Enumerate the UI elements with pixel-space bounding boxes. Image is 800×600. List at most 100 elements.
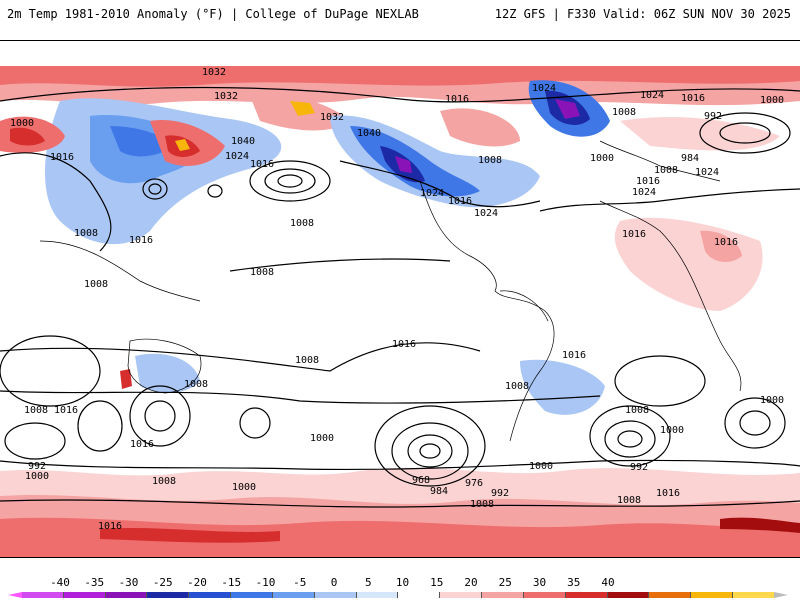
isobar-label: 1016: [98, 521, 122, 532]
colorbar-swatch: [523, 592, 566, 598]
colorbar-tick-label: 20: [464, 576, 478, 589]
isobar-label: 1008: [152, 476, 176, 487]
chart-header: 2m Temp 1981-2010 Anomaly (°F) | College…: [0, 0, 800, 30]
colorbar-swatch: [398, 592, 441, 598]
isobar-label: 1008: [184, 379, 208, 390]
colorbar-swatch: [565, 592, 608, 598]
colorbar-low-arrow: [8, 592, 22, 598]
colorbar-legend: -40 -35 -30 -25 -20 -15 -10 -5 0 5 10 15 20 25 30 35 40: [0, 570, 800, 600]
isobar-label: 992: [704, 111, 722, 122]
isobar-label: 1008: [612, 107, 636, 118]
isobar-label: 1008: [250, 267, 274, 278]
colorbar-swatch: [691, 592, 734, 598]
isobar-label: 984: [681, 153, 699, 164]
isobar-label: 1024: [640, 90, 664, 101]
isobar-label: 1024: [532, 83, 556, 94]
isobar-label: 1016: [636, 176, 660, 187]
isobar-label: 1008: [654, 165, 678, 176]
isobar-label: 1040: [357, 128, 381, 139]
isobar-label: 1024: [695, 167, 719, 178]
isobar-label: 1024: [632, 187, 656, 198]
colorbar-swatch: [649, 592, 692, 598]
isobar-label: 1008: [74, 228, 98, 239]
isobar-label: 1000: [25, 471, 49, 482]
colorbar-tick-label: 25: [498, 576, 512, 589]
colorbar-swatch: [105, 592, 148, 598]
isobar-label: 1032: [202, 67, 226, 78]
isobar-label: 1000: [232, 482, 256, 493]
isobar-label: 992: [491, 488, 509, 499]
colorbar-swatch: [482, 592, 524, 598]
isobar-label: 1008: [625, 405, 649, 416]
isobar-label: 1000: [660, 425, 684, 436]
isobar-label: 1008: [24, 405, 48, 416]
coastlines: [39, 140, 742, 442]
colorbar-tick-label: 5: [364, 576, 372, 589]
colorbar-tick-label: 40: [601, 576, 615, 589]
colorbar-tick-label: 10: [395, 576, 410, 589]
colorbar-swatch: [733, 592, 774, 598]
isobar-label: 1016: [681, 93, 705, 104]
isobar-label: 1000: [529, 461, 553, 472]
colorbar-strip: [22, 592, 774, 598]
colorbar-tick-label: 35: [567, 576, 581, 589]
isobar-label: 1040: [231, 136, 255, 147]
isobar-label: 1016: [445, 94, 469, 105]
isobar-label: 1016: [129, 235, 153, 246]
isobar-label: 1016: [562, 350, 586, 361]
isobars: [0, 86, 800, 508]
colorbar-swatch: [272, 592, 315, 598]
isobar-label: 1016: [656, 488, 680, 499]
isobar-label: 1008: [478, 155, 502, 166]
colorbar-tick-label: -25: [152, 576, 173, 589]
colorbar-swatch: [22, 592, 64, 598]
isobar-label: 1016: [392, 339, 416, 350]
isobar-label: 1016: [714, 237, 738, 248]
isobar-label: 1008: [505, 381, 529, 392]
isobar-label: 1000: [590, 153, 614, 164]
colorbar-swatch: [356, 592, 399, 598]
isobar-label: 992: [28, 461, 46, 472]
colorbar-swatch: [147, 592, 190, 598]
isobar-label: 1024: [474, 208, 498, 219]
colorbar-swatch: [607, 592, 650, 598]
colorbar-tick-label: 0: [330, 576, 338, 589]
colorbar-swatch: [440, 592, 483, 598]
colorbar-swatch: [189, 592, 232, 598]
model-run-info: 12Z GFS | F330 Valid: 06Z SUN NOV 30 202…: [494, 7, 791, 21]
colorbar-tick-label: 15: [430, 576, 444, 589]
isobar-label: 1008: [84, 279, 108, 290]
colorbar-swatch: [63, 592, 106, 598]
isobar-label: 1016: [54, 405, 78, 416]
isobar-label: 1008: [470, 499, 494, 510]
colorbar-tick-label: 30: [532, 576, 547, 589]
isobar-label: 1024: [225, 151, 249, 162]
isobar-label: 1016: [50, 152, 74, 163]
isobar-label: 1016: [622, 229, 646, 240]
isobar-label: 1008: [290, 218, 314, 229]
isobar-label: 1016: [250, 159, 274, 170]
isobar-label: 976: [465, 478, 483, 489]
colorbar-swatch: [314, 592, 357, 598]
colorbar-tick-label: -20: [187, 576, 207, 589]
isobar-label: 1000: [760, 395, 784, 406]
isobar-label: 1016: [448, 196, 472, 207]
colorbar-tick-label: -5: [293, 576, 307, 589]
isobar-label: 1000: [760, 95, 784, 106]
anomaly-map: 1032 1016 1024 1000 1032 1040 1016 1024 …: [0, 40, 800, 558]
colorbar-tick-label: -30: [118, 576, 139, 589]
isobar-label: 1008: [295, 355, 319, 366]
isobar-label: 1000: [10, 118, 34, 129]
isobar-label: 1024: [420, 188, 444, 199]
colorbar-tick-label: -40: [50, 576, 70, 589]
isobar-label: 1032: [320, 112, 344, 123]
isobar-label: 1008: [617, 495, 641, 506]
isobar-label: 984: [430, 486, 448, 497]
colorbar-swatch: [231, 592, 273, 598]
isobar-label: 1016: [130, 439, 154, 450]
colorbar-tick-label: -15: [221, 576, 242, 589]
isobar-label: 1032: [214, 91, 238, 102]
colorbar-tick-label: -10: [255, 576, 276, 589]
colorbar-tick-label: -35: [84, 576, 105, 589]
map-title: 2m Temp 1981-2010 Anomaly (°F) | College…: [7, 7, 419, 21]
